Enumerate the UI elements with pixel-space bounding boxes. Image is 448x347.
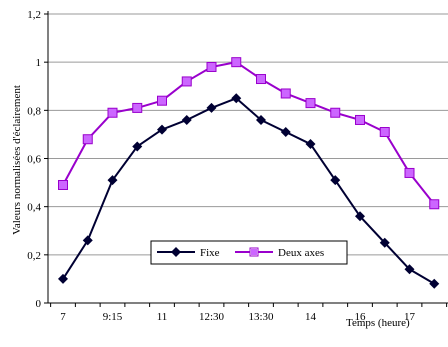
- y-tick-label: 0,4: [27, 202, 41, 214]
- x-tick-label: 11: [157, 311, 168, 323]
- point-deux-axes: [58, 179, 68, 190]
- point-fixe: [330, 175, 341, 186]
- point-deux-axes: [107, 107, 118, 118]
- point-deux-axes: [157, 95, 167, 106]
- point-fixe: [157, 124, 167, 135]
- x-tick-label: 7: [60, 311, 66, 323]
- y-axis-label: Valeurs normalisées d'éclairement: [11, 85, 23, 235]
- point-deux-axes: [181, 76, 192, 87]
- y-tick-label: 0,8: [27, 105, 41, 117]
- y-tick-labels: 0 0,2 0,4 0,6 0,8 1 1,2: [27, 9, 41, 310]
- point-deux-axes: [404, 167, 415, 178]
- legend: Fixe Deux axes: [150, 240, 348, 265]
- point-fixe: [256, 114, 266, 125]
- point-deux-axes: [355, 114, 365, 125]
- y-tick-label: 0,6: [27, 154, 41, 166]
- legend-label-deux-axes: Deux axes: [278, 247, 324, 259]
- point-deux-axes: [231, 57, 242, 68]
- point-deux-axes: [429, 199, 440, 210]
- x-tick-label: 13:30: [248, 311, 274, 323]
- y-tick-label: 1,2: [27, 9, 41, 21]
- y-tick-label: 0: [36, 298, 42, 310]
- point-deux-axes: [379, 127, 390, 138]
- point-fixe: [355, 211, 365, 222]
- point-fixe: [58, 273, 68, 284]
- x-tick-label: 14: [305, 311, 317, 323]
- point-fixe: [231, 93, 242, 104]
- legend-marker-deux-axes-inner: [251, 249, 257, 255]
- series-line-deux-axes: [62, 61, 436, 205]
- point-fixe: [404, 264, 415, 275]
- legend-label-fixe: Fixe: [200, 247, 220, 259]
- point-deux-axes: [330, 107, 341, 118]
- x-tick-label: 9:15: [103, 311, 123, 323]
- x-tick-label: 17: [404, 311, 416, 323]
- point-deux-axes: [280, 88, 291, 99]
- point-fixe: [181, 114, 192, 125]
- point-fixe: [132, 141, 143, 152]
- y-tick-label: 0,2: [27, 250, 41, 262]
- x-tick-label: 12:30: [199, 311, 225, 323]
- series-line-fixe: [62, 97, 435, 285]
- legend-marker-fixe: [171, 247, 181, 257]
- point-fixe: [206, 102, 217, 113]
- axes: [44, 11, 448, 307]
- point-fixe: [305, 139, 316, 150]
- point-deux-axes: [305, 98, 316, 109]
- point-deux-axes: [132, 102, 143, 113]
- point-fixe: [429, 278, 440, 289]
- series-group: [58, 57, 440, 289]
- point-deux-axes: [256, 74, 266, 85]
- y-tick-label: 1: [36, 57, 42, 69]
- point-fixe: [107, 175, 118, 186]
- x-axis-label: Temps (heure): [346, 317, 410, 329]
- x-tick-label: 16: [355, 311, 367, 323]
- point-fixe: [280, 127, 291, 138]
- point-deux-axes: [82, 134, 93, 145]
- x-tick-labels: 7 9:15 11 12:30 13:30 14 16 17: [60, 311, 415, 323]
- point-fixe: [379, 237, 390, 248]
- point-fixe: [82, 235, 93, 246]
- point-deux-axes: [206, 61, 217, 72]
